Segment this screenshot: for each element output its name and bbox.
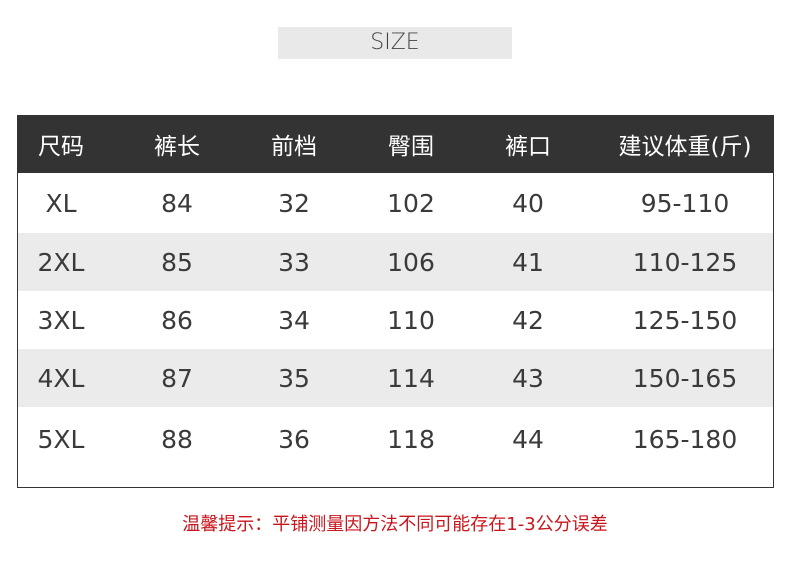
cell-rise: 33 — [278, 247, 310, 277]
table-row: 4XL 87 35 114 43 150-165 — [18, 349, 773, 407]
cell-weight: 95-110 — [640, 188, 730, 218]
cell-size: 3XL — [37, 305, 85, 335]
table-row: 2XL 85 33 106 41 110-125 — [18, 233, 773, 291]
cell-rise: 34 — [278, 305, 310, 335]
cell-size: XL — [45, 188, 77, 218]
table-row: 5XL 88 36 118 44 165-180 — [18, 407, 773, 471]
header-length: 裤长 — [154, 134, 200, 160]
table-header: 尺码 裤长 前档 臀围 裤口 建议体重(斤) — [18, 115, 773, 173]
size-table: 尺码 裤长 前档 臀围 裤口 建议体重(斤) XL 84 32 102 40 9… — [17, 115, 774, 488]
table-row: 3XL 86 34 110 42 125-150 — [18, 291, 773, 349]
cell-length: 88 — [161, 424, 193, 454]
cell-size: 5XL — [37, 424, 85, 454]
cell-leg-opening: 44 — [512, 424, 544, 454]
cell-size: 4XL — [37, 363, 85, 393]
cell-hip: 102 — [387, 188, 435, 218]
header-weight: 建议体重(斤) — [618, 134, 752, 160]
header-rise: 前档 — [271, 134, 317, 160]
cell-length: 84 — [161, 188, 193, 218]
measurement-note: 温馨提示：平铺测量因方法不同可能存在1-3公分误差 — [182, 514, 608, 535]
cell-rise: 32 — [278, 188, 310, 218]
cell-rise: 36 — [278, 424, 310, 454]
header-leg-opening: 裤口 — [505, 134, 551, 160]
cell-leg-opening: 40 — [512, 188, 544, 218]
cell-length: 86 — [161, 305, 193, 335]
cell-leg-opening: 42 — [512, 305, 544, 335]
cell-length: 87 — [161, 363, 193, 393]
table-row: XL 84 32 102 40 95-110 — [18, 173, 773, 233]
cell-leg-opening: 43 — [512, 363, 544, 393]
size-banner: SIZE — [278, 27, 512, 59]
cell-weight: 110-125 — [632, 247, 738, 277]
header-size: 尺码 — [38, 134, 84, 160]
cell-leg-opening: 41 — [512, 247, 544, 277]
cell-weight: 125-150 — [632, 305, 738, 335]
cell-hip: 118 — [387, 424, 435, 454]
cell-size: 2XL — [37, 247, 85, 277]
cell-weight: 165-180 — [632, 424, 738, 454]
cell-hip: 114 — [387, 363, 435, 393]
cell-length: 85 — [161, 247, 193, 277]
cell-rise: 35 — [278, 363, 310, 393]
cell-hip: 110 — [387, 305, 435, 335]
cell-hip: 106 — [387, 247, 435, 277]
cell-weight: 150-165 — [632, 363, 738, 393]
header-hip: 臀围 — [388, 134, 434, 160]
